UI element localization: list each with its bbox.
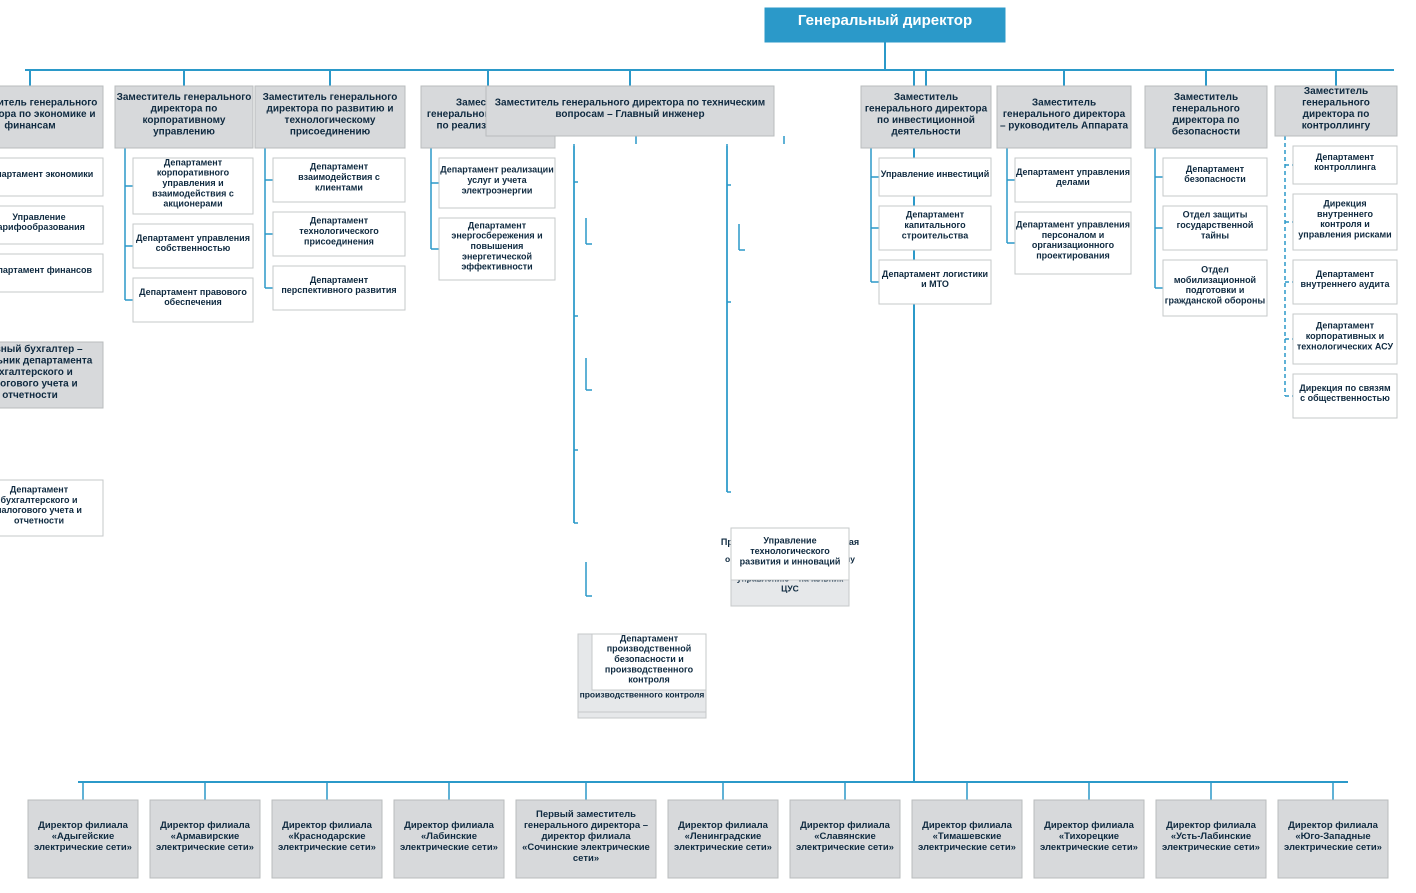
svg-text:Департаментконтроллинга: Департаментконтроллинга (1314, 152, 1377, 172)
svg-text:Дирекция по связямс общественн: Дирекция по связямс общественностью (1299, 383, 1391, 403)
svg-text:Департаментбезопасности: Департаментбезопасности (1184, 164, 1246, 184)
svg-text:Департаменттехнологическогопри: Департаменттехнологическогоприсоединения (299, 216, 379, 247)
svg-text:Директор филиала«Ленинградские: Директор филиала«Ленинградскиеэлектричес… (674, 820, 772, 853)
svg-text:Директор филиала«Тимашевскиеэл: Директор филиала«Тимашевскиеэлектрически… (918, 820, 1016, 853)
svg-text:Директор филиала«Краснодарские: Директор филиала«Краснодарскиеэлектричес… (278, 820, 376, 853)
svg-text:Директор филиала«Армавирскиеэл: Директор филиала«Армавирскиеэлектрически… (156, 820, 254, 853)
svg-text:Заместительгенеральногодиректо: Заместительгенеральногодиректора побезоп… (1172, 92, 1240, 138)
org-chart: Генеральный директорЗаместитель генераль… (0, 0, 1416, 893)
svg-text:Департаменткорпоративногоуправ: Департаменткорпоративногоуправления ивза… (152, 157, 234, 208)
svg-text:Департамент экономики: Департамент экономики (0, 169, 93, 179)
svg-text:Генеральный директор: Генеральный директор (798, 12, 972, 29)
svg-text:Управление инвестиций: Управление инвестиций (881, 169, 990, 179)
svg-text:Директор филиала«Юго-Западныеэ: Директор филиала«Юго-Западныеэлектрическ… (1284, 820, 1382, 853)
svg-text:Департамент финансов: Департамент финансов (0, 265, 93, 275)
svg-text:Департаменткапитальногостроите: Департаменткапитальногостроительства (902, 210, 969, 241)
svg-text:Заместительгенеральногодиректо: Заместительгенеральногодиректора поконтр… (1302, 86, 1371, 132)
svg-text:Директор филиала«Усть-Лабински: Директор филиала«Усть-Лабинскиеэлектриче… (1162, 820, 1260, 853)
